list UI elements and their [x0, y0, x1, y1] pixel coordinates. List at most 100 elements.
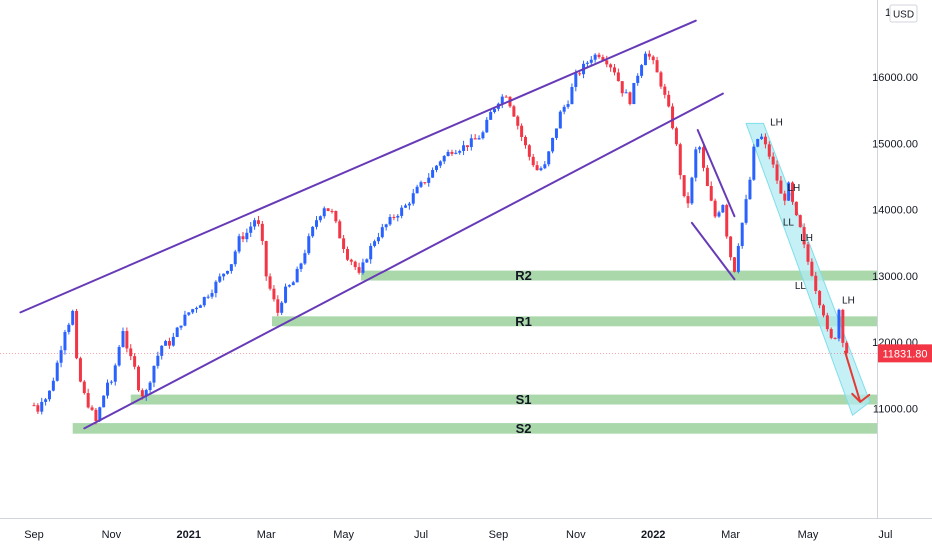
candle	[589, 56, 593, 66]
swing-label: LL	[795, 281, 807, 292]
candle	[779, 176, 783, 194]
candle	[276, 295, 280, 317]
candle	[473, 134, 477, 140]
candle	[59, 345, 63, 368]
candle	[469, 134, 473, 151]
candle	[450, 149, 454, 157]
candle	[400, 205, 404, 219]
candle	[284, 283, 288, 304]
candle	[767, 141, 771, 160]
candle	[330, 208, 334, 214]
candle	[125, 327, 129, 353]
candle	[694, 146, 698, 182]
candle	[75, 308, 79, 360]
candle	[90, 405, 94, 411]
swing-label: LH	[787, 183, 800, 194]
candle	[156, 351, 160, 369]
candle	[554, 128, 558, 141]
candle	[44, 397, 48, 406]
candle	[121, 327, 125, 348]
candle	[477, 135, 481, 140]
candle	[322, 206, 326, 219]
candle	[659, 70, 663, 89]
candle	[597, 52, 601, 59]
currency-label: USD	[893, 10, 914, 21]
candle	[133, 353, 137, 370]
candle	[725, 203, 729, 239]
candle	[655, 56, 659, 73]
candle	[485, 117, 489, 133]
candle	[709, 181, 713, 202]
trendlines-layer	[0, 19, 877, 430]
candle	[167, 337, 171, 349]
candle	[748, 176, 752, 200]
candle	[183, 310, 187, 327]
candle	[566, 100, 570, 109]
candles-layer	[32, 50, 849, 425]
last-price-value: 11831.80	[882, 348, 927, 360]
candle	[229, 264, 233, 274]
zone-label-s2: S2	[516, 421, 532, 436]
candle	[825, 312, 829, 332]
swing-label: LH	[800, 233, 813, 244]
candle	[427, 173, 431, 187]
candle	[78, 356, 82, 383]
candle	[775, 160, 779, 184]
candle	[206, 294, 210, 299]
x-tick-label: Sep	[24, 529, 44, 541]
candle	[55, 360, 59, 382]
x-tick-label: Mar	[257, 529, 276, 541]
time-axis[interactable]: Sep Nov 2021 Mar May Jul Sep Nov 2022 Mar May Jul	[24, 529, 892, 541]
candle	[686, 192, 690, 208]
x-tick-label: Jul	[414, 529, 428, 541]
candle	[512, 104, 516, 118]
candle	[106, 379, 110, 399]
candle	[318, 215, 322, 223]
candle	[783, 190, 787, 206]
candle	[698, 145, 702, 154]
channel-lower-line	[83, 92, 724, 430]
candle	[280, 300, 284, 315]
candle	[380, 223, 384, 239]
candle	[129, 344, 133, 361]
candle	[334, 210, 338, 224]
candle	[419, 180, 423, 188]
currency-badge[interactable]: USD	[889, 4, 918, 23]
candle	[47, 390, 51, 402]
candle	[798, 214, 802, 228]
y-tick-label: 11000.00	[873, 404, 918, 416]
candle	[493, 108, 497, 114]
candle	[71, 309, 75, 326]
candle	[369, 243, 373, 264]
x-tick-label: 2022	[641, 529, 665, 541]
candle	[810, 258, 814, 277]
candle	[794, 201, 798, 217]
candle	[732, 256, 736, 273]
wedge-upper-line	[696, 129, 736, 218]
candle	[705, 165, 709, 187]
candle	[458, 149, 462, 155]
candle	[609, 63, 613, 72]
candle	[729, 236, 733, 261]
zone-label-s1: S1	[516, 392, 532, 407]
zone-s2	[72, 423, 877, 434]
candle	[833, 337, 837, 340]
candle	[504, 94, 508, 98]
candle	[51, 377, 55, 392]
candle	[210, 289, 214, 299]
candle	[404, 203, 408, 209]
price-axis[interactable]: 11000.0012000.0013000.0014000.0015000.00…	[872, 7, 932, 416]
candle	[771, 152, 775, 168]
candle	[717, 210, 721, 218]
candle	[264, 240, 268, 281]
candle	[63, 329, 67, 355]
swing-label: LH	[842, 296, 855, 307]
x-tick-label: Jul	[878, 529, 892, 541]
candle	[338, 219, 342, 239]
candle	[82, 379, 86, 395]
zone-r1	[272, 316, 877, 327]
candle	[214, 280, 218, 298]
candle	[547, 150, 551, 167]
